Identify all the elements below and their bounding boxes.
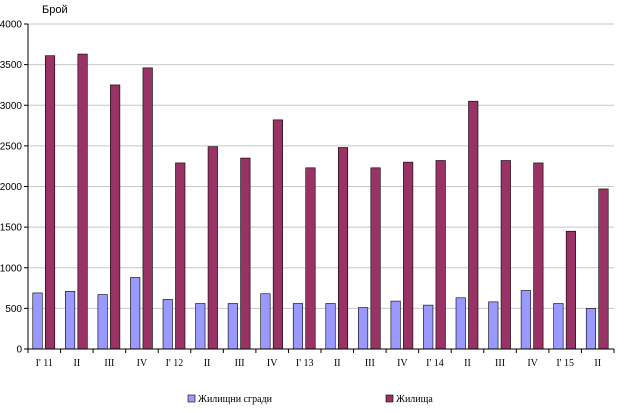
x-axis: I' 11 II III IV I' 12 II III IV I' 13 II III IV I' 1… bbox=[27, 24, 615, 369]
bar-buildings bbox=[162, 299, 173, 350]
bar-buildings bbox=[423, 304, 434, 350]
bar-dwellings bbox=[207, 146, 218, 350]
x-tick-label: IV bbox=[397, 358, 408, 369]
bar-dwellings bbox=[533, 162, 544, 350]
y-tick-label: 500 bbox=[5, 304, 22, 315]
legend: Жилищни сгради Жилища bbox=[187, 394, 433, 405]
x-tick-label: IV bbox=[527, 358, 538, 369]
x-tick-label: III bbox=[495, 358, 505, 369]
bar-buildings bbox=[325, 303, 336, 350]
bar-buildings bbox=[32, 292, 43, 350]
x-tick-label: I' 12 bbox=[166, 358, 184, 369]
bar-buildings bbox=[390, 300, 401, 350]
bar-buildings bbox=[553, 303, 564, 350]
gridlines bbox=[28, 23, 614, 309]
bar-dwellings bbox=[403, 161, 414, 350]
bar-dwellings bbox=[565, 230, 576, 350]
bar-buildings bbox=[260, 293, 271, 350]
y-tick-label: 1000 bbox=[0, 263, 22, 274]
bar-buildings bbox=[358, 307, 369, 350]
x-tick-label: IV bbox=[137, 358, 148, 369]
y-tick-label: 3500 bbox=[0, 60, 22, 71]
bar-dwellings bbox=[468, 100, 479, 350]
legend-swatch bbox=[187, 394, 196, 403]
bar-dwellings bbox=[370, 167, 381, 350]
legend-item: Жилищни сгради bbox=[187, 394, 273, 405]
bar-buildings bbox=[488, 301, 499, 350]
x-tick-label: IV bbox=[267, 358, 278, 369]
bar-dwellings bbox=[77, 53, 88, 350]
y-tick-label: 2500 bbox=[0, 141, 22, 152]
legend-swatch bbox=[385, 394, 394, 403]
legend-label: Жилищни сгради bbox=[198, 394, 273, 405]
y-tick-label: 0 bbox=[16, 345, 22, 356]
bar-buildings bbox=[195, 303, 206, 350]
y-tick-label: 1500 bbox=[0, 223, 22, 234]
x-tick-label: I' 14 bbox=[426, 358, 444, 369]
legend-item: Жилища bbox=[385, 394, 433, 405]
x-tick-label: II bbox=[204, 358, 211, 369]
bar-buildings bbox=[65, 291, 76, 350]
x-tick-label: I' 13 bbox=[296, 358, 314, 369]
bar-dwellings bbox=[435, 160, 446, 350]
bar-dwellings bbox=[44, 55, 56, 350]
x-tick-label: I' 11 bbox=[36, 358, 53, 369]
bar-dwellings bbox=[110, 84, 121, 350]
x-tick-label: II bbox=[334, 358, 341, 369]
bar-buildings bbox=[227, 303, 238, 350]
bar-buildings bbox=[97, 294, 108, 350]
bar-dwellings bbox=[272, 119, 283, 350]
bar-dwellings bbox=[305, 167, 316, 350]
x-tick-label: II bbox=[73, 358, 80, 369]
bar-dwellings bbox=[175, 162, 186, 350]
x-tick-label: I' 15 bbox=[556, 358, 574, 369]
y-tick-label: 4000 bbox=[0, 20, 22, 31]
bar-buildings bbox=[455, 297, 466, 350]
bar-dwellings bbox=[598, 188, 609, 350]
bar-buildings bbox=[292, 303, 304, 350]
bar-dwellings bbox=[240, 157, 251, 350]
y-tick-label: 2000 bbox=[0, 182, 22, 193]
bars bbox=[32, 53, 609, 350]
x-tick-label: II bbox=[594, 358, 601, 369]
x-tick-label: III bbox=[365, 358, 375, 369]
x-tick-label: III bbox=[104, 358, 114, 369]
y-tick-label: 3000 bbox=[0, 101, 22, 112]
bar-dwellings bbox=[337, 147, 349, 350]
x-tick-label: II bbox=[464, 358, 471, 369]
x-tick-label: III bbox=[235, 358, 245, 369]
y-axis-label: Брой bbox=[42, 4, 68, 16]
bar-buildings bbox=[585, 308, 597, 350]
bar-dwellings bbox=[500, 160, 511, 350]
bar-dwellings bbox=[142, 67, 153, 350]
y-axis-ticks: 0 500 1000 1500 2000 2500 3000 3500 4000 bbox=[0, 20, 28, 356]
bar-buildings bbox=[520, 290, 531, 350]
bar-buildings bbox=[130, 277, 141, 350]
legend-label: Жилища bbox=[396, 394, 433, 405]
